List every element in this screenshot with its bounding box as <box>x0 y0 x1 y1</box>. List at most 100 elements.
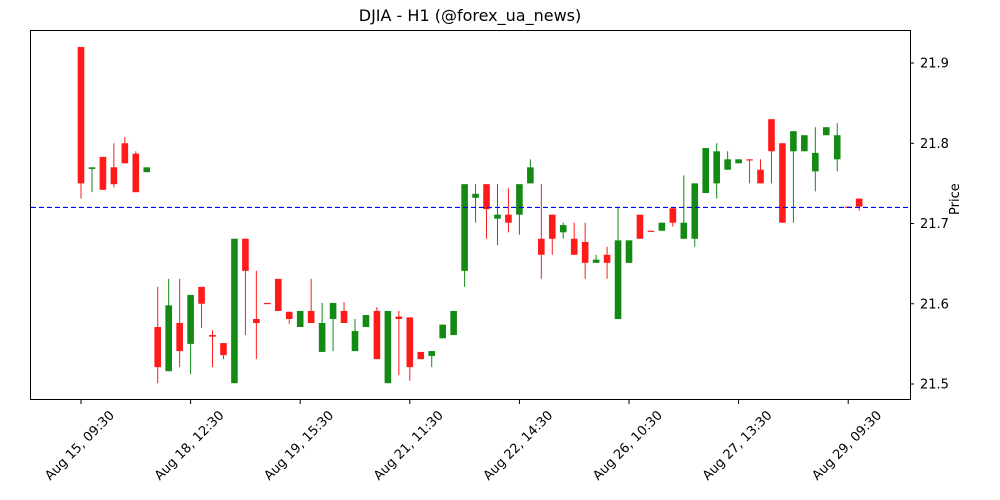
candle-body <box>307 310 315 324</box>
candle <box>340 302 348 324</box>
candle <box>439 324 446 339</box>
candle <box>527 159 534 184</box>
candle-body <box>702 148 710 194</box>
candle-body <box>406 317 414 368</box>
candle-body <box>329 302 337 319</box>
candle-series <box>77 46 863 384</box>
candle-body <box>581 241 589 263</box>
candle <box>516 184 523 235</box>
candle <box>264 302 271 305</box>
candle-body <box>110 167 118 185</box>
candle-body <box>570 238 578 255</box>
candle <box>757 159 764 184</box>
candle <box>592 254 600 263</box>
candle <box>77 46 85 199</box>
candle <box>198 286 205 328</box>
x-tick-label: Aug 19, 15:30 <box>262 408 338 484</box>
candle <box>110 143 118 188</box>
candle-body <box>88 167 96 169</box>
candle-body <box>516 184 523 215</box>
candle-body <box>231 238 238 384</box>
candle-body <box>647 230 655 232</box>
candle <box>428 351 436 368</box>
candle-body <box>340 310 348 324</box>
x-tick-label: Aug 29, 09:30 <box>810 408 886 484</box>
y-axis: 21.5 21.6 21.7 21.8 21.9 <box>910 57 949 393</box>
candle-body <box>658 222 666 231</box>
y-tick-label: 21.5 <box>920 378 949 393</box>
candle <box>395 310 403 376</box>
candle-body <box>461 184 468 271</box>
x-tick-label: Aug 27, 13:30 <box>700 408 776 484</box>
candle <box>505 188 512 233</box>
candle-body <box>680 222 688 239</box>
candle <box>220 343 227 360</box>
candle-body <box>472 193 479 198</box>
candle-body <box>296 310 304 328</box>
candle-body <box>318 323 326 352</box>
candle <box>373 306 381 360</box>
candle <box>450 310 457 336</box>
candle <box>253 270 260 360</box>
x-tick-label: Aug 21, 11:30 <box>371 408 447 484</box>
y-axis-label: Price <box>948 183 963 215</box>
candle-body <box>527 167 534 184</box>
candle <box>746 159 753 184</box>
candle-body <box>395 316 403 319</box>
candle-body <box>494 214 501 219</box>
candle-body <box>746 159 753 161</box>
candle <box>472 184 479 223</box>
candle <box>735 159 742 164</box>
candle <box>176 278 183 368</box>
candle-body <box>132 153 140 193</box>
candle-body <box>77 46 85 184</box>
candle-body <box>274 278 282 311</box>
candle <box>406 317 414 381</box>
candle <box>362 314 370 328</box>
candle <box>121 136 129 164</box>
candle <box>812 127 819 192</box>
candle <box>581 222 589 279</box>
candle-body <box>768 119 775 152</box>
candle-body <box>812 152 819 172</box>
candle-body <box>285 311 293 319</box>
candle <box>318 302 326 352</box>
candle-body <box>592 259 600 263</box>
candle-body <box>99 156 107 190</box>
candle-body <box>165 305 172 372</box>
candle-body <box>625 240 633 263</box>
candle <box>790 131 797 223</box>
candle-body <box>538 238 545 255</box>
candle-body <box>428 351 436 356</box>
candle <box>154 286 162 384</box>
candle-body <box>417 351 425 360</box>
candle <box>702 148 710 194</box>
candle <box>417 351 425 360</box>
candle-body <box>143 167 151 173</box>
candle <box>285 311 293 324</box>
candle <box>165 278 172 372</box>
candle <box>494 184 501 246</box>
candle <box>855 198 863 211</box>
candle-body <box>351 331 359 352</box>
chart-title: DJIA - H1 (@forex_ua_news) <box>358 6 582 25</box>
candle-body <box>801 135 808 152</box>
candle <box>603 246 611 279</box>
candle-body <box>450 310 457 336</box>
candle <box>274 278 282 311</box>
candle-body <box>855 198 863 207</box>
candle-body <box>209 335 216 337</box>
candle <box>669 208 677 227</box>
y-tick-label: 21.7 <box>920 217 949 232</box>
candle-body <box>198 286 205 304</box>
candle-body <box>242 238 249 271</box>
x-axis: Aug 15, 09:30 Aug 18, 12:30 Aug 19, 15:30 A… <box>42 400 885 484</box>
candle <box>625 240 633 263</box>
candle-body <box>505 214 512 223</box>
candle <box>614 206 622 319</box>
candle-body <box>264 302 271 305</box>
candle <box>88 167 96 193</box>
candle-body <box>724 159 731 170</box>
candle-body <box>548 214 556 239</box>
candle-body <box>735 159 742 164</box>
